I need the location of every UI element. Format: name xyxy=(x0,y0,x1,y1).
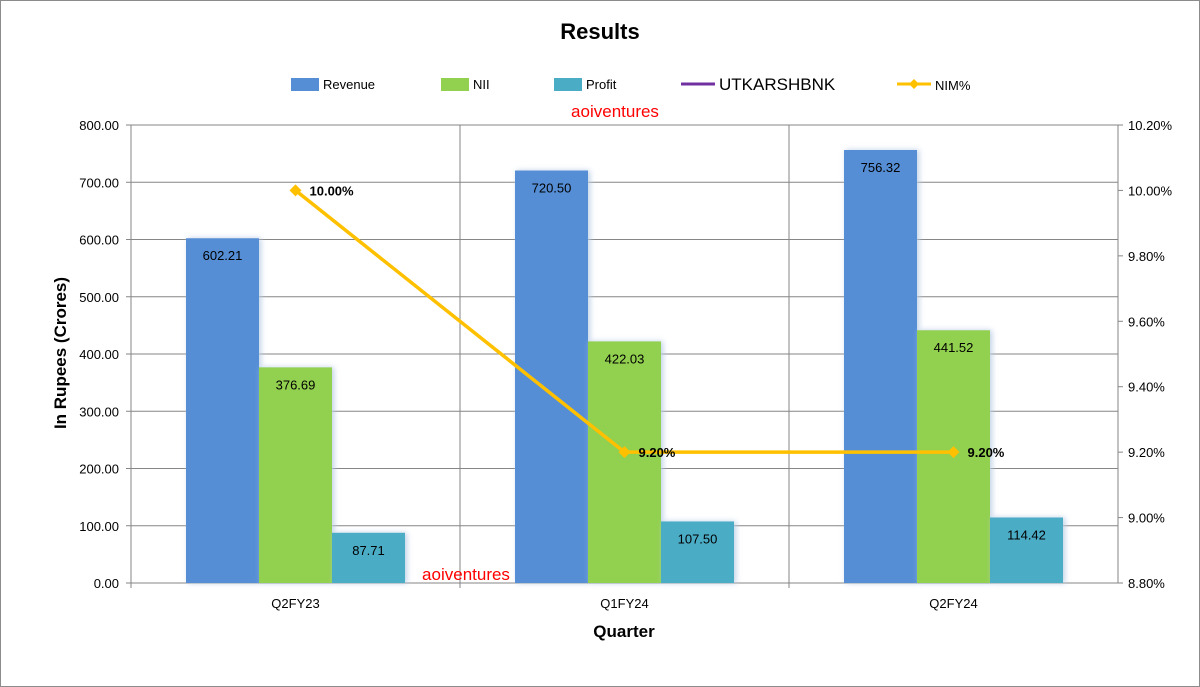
y2-tick-label: 10.20% xyxy=(1128,118,1173,133)
bar-revenue xyxy=(515,170,588,584)
legend-swatch-revenue xyxy=(291,78,319,91)
legend-label: UTKARSHBNK xyxy=(719,75,836,94)
x-tick-label: Q2FY24 xyxy=(929,596,977,611)
bar-revenue xyxy=(844,150,917,583)
watermark-bottom: aoiventures xyxy=(422,565,510,584)
bar-nii xyxy=(259,367,332,583)
y2-tick-label: 9.60% xyxy=(1128,314,1165,329)
bar-value-label: 107.50 xyxy=(678,531,718,546)
y-tick-label: 500.00 xyxy=(79,290,119,305)
y2-tick-label: 10.00% xyxy=(1128,183,1173,198)
x-tick-label: Q1FY24 xyxy=(600,596,648,611)
nim-point xyxy=(289,184,302,197)
legend-swatch-profit xyxy=(554,78,582,91)
bar-value-label: 602.21 xyxy=(203,248,243,263)
y2-tick-label: 9.40% xyxy=(1128,380,1165,395)
bar-profit xyxy=(990,517,1063,583)
chart-title: Results xyxy=(560,19,639,44)
y-tick-label: 0.00 xyxy=(94,576,119,591)
bar-value-label: 720.50 xyxy=(532,181,572,196)
bar-value-label: 114.42 xyxy=(1007,527,1046,542)
nim-line xyxy=(289,184,960,459)
bars xyxy=(186,150,1063,584)
nim-point xyxy=(618,446,631,459)
nim-value-label: 9.20% xyxy=(968,445,1005,460)
watermark-top: aoiventures xyxy=(571,102,659,121)
y-tick-label: 400.00 xyxy=(79,347,119,362)
nim-value-label: 10.00% xyxy=(310,183,355,198)
bar-profit xyxy=(332,532,405,583)
legend-label: NII xyxy=(473,77,490,92)
nim-value-label: 9.20% xyxy=(639,445,676,460)
y-tick-label: 200.00 xyxy=(79,462,119,477)
y2-tick-label: 9.80% xyxy=(1128,249,1165,264)
y-tick-label: 800.00 xyxy=(79,118,119,133)
nim-point xyxy=(947,446,960,459)
x-axis-title: Quarter xyxy=(593,622,655,641)
y-tick-label: 300.00 xyxy=(79,404,119,419)
y-tick-label: 100.00 xyxy=(79,519,119,534)
bar-value-label: 376.69 xyxy=(276,377,316,392)
bar-revenue xyxy=(186,238,259,583)
legend-label: NIM% xyxy=(935,78,971,93)
legend-label: Profit xyxy=(586,77,617,92)
y2-tick-label: 9.00% xyxy=(1128,511,1165,526)
y-tick-label: 600.00 xyxy=(79,233,119,248)
axes: 0.00 100.00 200.00 300.00 400.00 500.00 600.00… xyxy=(79,118,1172,611)
x-tick-label: Q2FY23 xyxy=(271,596,319,611)
legend-swatch-nii xyxy=(441,78,469,91)
y2-tick-label: 9.20% xyxy=(1128,445,1165,460)
bar-value-label: 756.32 xyxy=(861,160,901,175)
bar-value-label: 422.03 xyxy=(605,351,645,366)
y-axis-title: In Rupees (Crores) xyxy=(51,277,70,429)
legend-marker xyxy=(909,79,919,89)
bar-profit xyxy=(661,521,734,583)
legend-label: Revenue xyxy=(323,77,375,92)
y-tick-label: 700.00 xyxy=(79,175,119,190)
y2-tick-label: 8.80% xyxy=(1128,576,1165,591)
bar-value-label: 441.52 xyxy=(934,340,974,355)
legend: Revenue NII Profit UTKARSHBNK NIM% xyxy=(291,75,971,94)
data-labels: 602.21 376.69 87.71 720.50 422.03 107.50 756.3… xyxy=(203,160,1046,584)
bar-nii xyxy=(588,341,661,583)
bar-value-label: 87.71 xyxy=(352,543,385,558)
